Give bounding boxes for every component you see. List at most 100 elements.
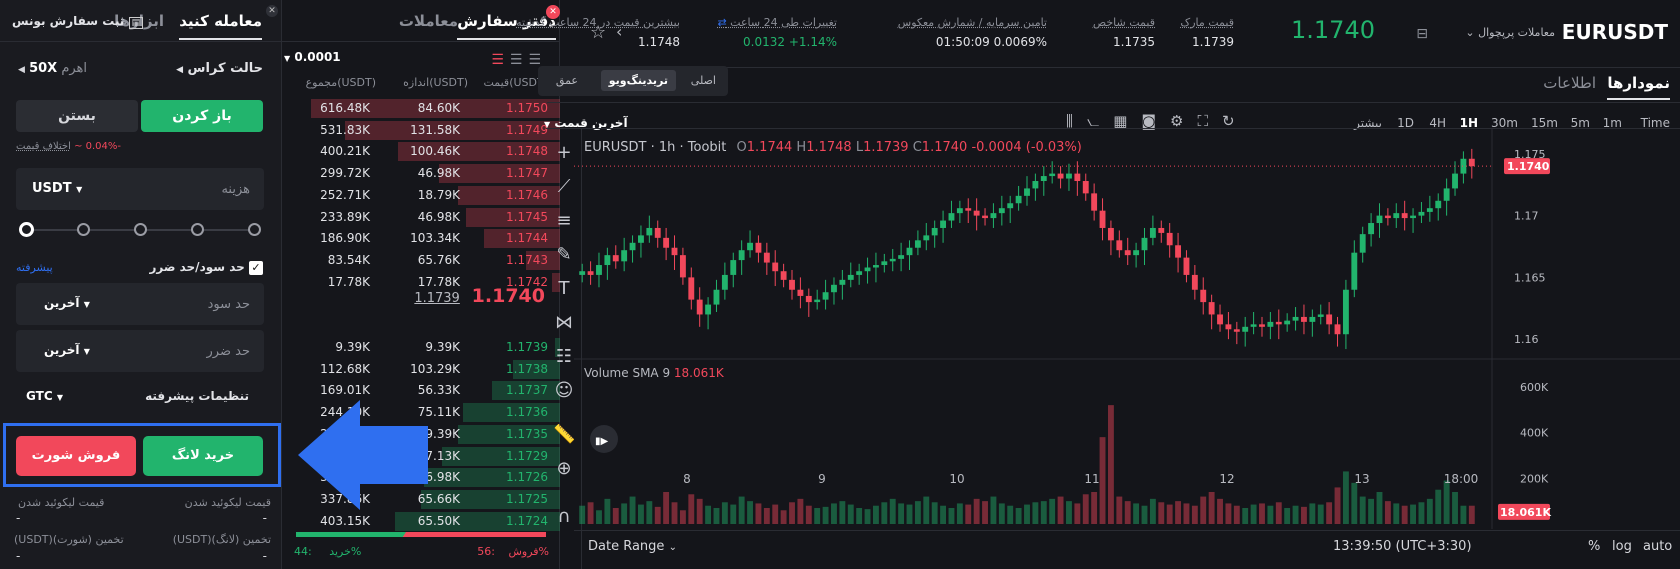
bid-row[interactable]: 1.1739 9.39K 9.39K — [282, 337, 560, 358]
stop-loss-field[interactable]: حد ضرر ▼ آخرین — [16, 330, 264, 372]
take-profit-field[interactable]: حد سود ▼ آخرین — [16, 283, 264, 325]
timeframe-1h[interactable]: 1H — [1459, 116, 1478, 130]
mid-price-row[interactable]: 1.1739 1.1740 — [414, 285, 545, 307]
currency-select[interactable]: ▼ USDT — [32, 181, 82, 196]
camera-icon[interactable]: ◙ — [1141, 112, 1171, 130]
bid-row[interactable]: 1.1738 103.29K 112.68K — [282, 359, 560, 380]
text-tool-icon[interactable]: T — [558, 278, 570, 299]
tp-trigger-select[interactable]: ▼ آخرین — [44, 296, 90, 310]
timeframe-time[interactable]: Time — [1640, 116, 1670, 130]
zoom-in-icon[interactable]: ⊕ — [556, 458, 572, 479]
close-icon[interactable]: ✕ — [546, 5, 560, 19]
price-chart[interactable]: 1.175 1.17 1.165 1.16 600K 400K 200K 1.1740 18.0… — [574, 129, 1680, 529]
auto-toggle[interactable]: auto — [1643, 539, 1673, 554]
ask-row[interactable]: 1.1743 65.76K 83.54K — [282, 250, 560, 271]
reset-icon[interactable]: ↻ — [1221, 112, 1249, 130]
close-icon[interactable]: ✕ — [266, 5, 278, 17]
advanced-settings-label[interactable]: تنظیمات پیشرفته — [145, 389, 249, 403]
precision-select[interactable]: ▼ 0.0001 — [284, 50, 341, 64]
mode-original[interactable]: اصلی — [690, 74, 716, 87]
tab-trade[interactable]: معامله کنید — [179, 12, 262, 40]
date-range-select[interactable]: Date Range ⌄ — [588, 539, 677, 554]
star-icon[interactable]: ☆ — [590, 22, 607, 43]
favorite-star-icon[interactable]: ⊟ — [1416, 26, 1428, 42]
bid-row[interactable]: 1.1724 65.50K 403.15K — [282, 511, 560, 532]
ask-row[interactable]: 1.1747 46.98K 299.72K — [282, 163, 560, 184]
ask-row[interactable]: 1.1746 18.79K 252.71K — [282, 185, 560, 206]
clock-display[interactable]: 13:39:50 (UTC+3:30) — [1333, 539, 1472, 554]
measure-lines-icon[interactable]: ☷ — [555, 346, 573, 367]
tab-info[interactable]: اطلاعات — [1543, 74, 1596, 92]
volume-bar — [1384, 501, 1391, 524]
fullscreen-icon[interactable]: ⛶ — [1197, 112, 1222, 130]
bid-row[interactable]: 1.1736 75.11K 244.10K — [282, 402, 560, 423]
ask-row[interactable]: 1.1750 84.60K 616.48K — [282, 98, 560, 119]
trend-line-icon[interactable]: ⟋ — [557, 176, 571, 197]
indicator-icon[interactable]: ⦦ — [1086, 112, 1114, 130]
magnet-icon[interactable]: ∩ — [557, 506, 571, 527]
sl-trigger-select[interactable]: ▼ آخرین — [44, 343, 90, 357]
ask-row[interactable]: 1.1745 46.98K 233.89K — [282, 207, 560, 228]
book-asks-icon[interactable]: ☰ — [528, 52, 547, 68]
size-slider-stop[interactable] — [191, 223, 204, 236]
book-both-icon[interactable]: ☰ — [491, 52, 510, 68]
candle-body — [1099, 210, 1106, 228]
emoji-icon[interactable]: ☺ — [554, 380, 574, 401]
time-in-force-select[interactable]: ▼ GTC — [26, 389, 63, 403]
pattern-icon[interactable]: ⋈ — [555, 312, 573, 333]
symbol-name[interactable]: EURUSDT — [1561, 20, 1668, 44]
close-position-tab[interactable]: بستن — [16, 100, 138, 132]
book-bids-icon[interactable]: ☰ — [509, 52, 529, 68]
perp-label[interactable]: معاملات پرپچوال ⌄ — [1465, 26, 1555, 39]
crosshair-icon[interactable]: + — [556, 142, 572, 163]
leverage-select[interactable]: اهرم 50X ◀ — [18, 61, 87, 76]
bid-row[interactable]: 1.1737 56.33K 169.01K — [282, 380, 560, 401]
timeframe-30m[interactable]: 30m — [1491, 116, 1518, 130]
orderbook-total: 299.72K — [320, 166, 370, 181]
percent-toggle[interactable]: % — [1588, 539, 1601, 554]
log-toggle[interactable]: log — [1612, 539, 1632, 554]
brush-icon[interactable]: ✎ — [556, 244, 572, 265]
fib-icon[interactable]: ≡ — [556, 210, 572, 231]
volume-bar — [1460, 505, 1467, 524]
chart-mode-switch: اصلی تریدینگ‌ویو عمق — [538, 66, 728, 96]
tab-orderbook[interactable]: دفتر سفارش — [457, 12, 556, 40]
timeframe-4h[interactable]: 4H — [1429, 116, 1446, 130]
timeframe-1m[interactable]: 1m — [1602, 116, 1622, 130]
buy-long-button[interactable]: خرید لانگ — [143, 436, 263, 476]
candle-type-icon[interactable]: ⫼ — [1066, 112, 1087, 130]
tab-tools[interactable]: ابزارها — [114, 12, 164, 30]
mode-tradingview[interactable]: تریدینگ‌ویو — [600, 70, 676, 91]
chevron-left-icon[interactable]: ‹ — [616, 22, 623, 41]
ask-row[interactable]: 1.1748 100.46K 400.21K — [282, 141, 560, 162]
size-slider-stop[interactable] — [77, 223, 90, 236]
bonus-order-button[interactable]: ▤ ثبت سفارش بونس — [12, 14, 144, 29]
candle-body — [831, 284, 837, 293]
price-type-select[interactable]: آخرین قیمت ▼ — [544, 116, 628, 130]
mode-depth[interactable]: عمق — [555, 74, 578, 87]
timeframe-1d[interactable]: 1D — [1397, 116, 1414, 130]
ask-row[interactable]: 1.1744 103.34K 186.90K — [282, 228, 560, 249]
cost-field[interactable]: هزینه ▼ USDT — [16, 168, 264, 210]
settings-icon[interactable]: ⚙ — [1170, 112, 1198, 130]
margin-mode-select[interactable]: حالت کراس ◀ — [176, 61, 263, 76]
size-slider-handle[interactable] — [19, 222, 34, 237]
timeframe-15m[interactable]: 15m — [1531, 116, 1558, 130]
sell-short-button[interactable]: فروش شورت — [16, 436, 136, 476]
more-timeframes[interactable]: بیشتر — [1354, 116, 1382, 130]
book-view-toggles[interactable]: ☰☰☰ — [491, 52, 547, 68]
tab-charts[interactable]: نمودارها — [1607, 74, 1670, 100]
tab-recent-trades[interactable]: معاملات — [398, 12, 458, 30]
timeframe-5m[interactable]: 5m — [1570, 116, 1590, 130]
ask-row[interactable]: 1.1742 17.78K 17.78K — [282, 272, 560, 293]
size-slider-stop[interactable] — [248, 223, 261, 236]
candle-body — [612, 255, 619, 262]
tpsl-toggle[interactable]: ✓ حد سود/حد ضرر — [149, 260, 263, 275]
open-position-tab[interactable]: باز کردن — [141, 100, 263, 132]
advanced-link[interactable]: پیشرفته — [16, 261, 53, 274]
ruler-icon[interactable]: 📏 — [553, 424, 576, 445]
layout-icon[interactable]: ▦ — [1113, 112, 1142, 130]
size-slider-stop[interactable] — [134, 223, 147, 236]
ask-row[interactable]: 1.1749 131.58K 531.83K — [282, 120, 560, 141]
